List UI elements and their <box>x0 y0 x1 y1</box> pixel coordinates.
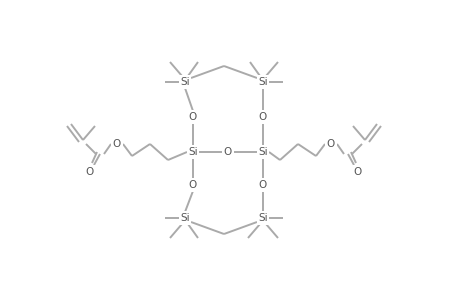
Text: O: O <box>258 112 267 122</box>
Text: Si: Si <box>188 147 197 157</box>
Text: O: O <box>353 167 361 177</box>
Text: Si: Si <box>257 213 267 223</box>
Text: O: O <box>326 139 335 149</box>
Text: Si: Si <box>257 147 267 157</box>
Text: Si: Si <box>180 213 190 223</box>
Text: O: O <box>258 180 267 190</box>
Text: O: O <box>86 167 94 177</box>
Text: Si: Si <box>180 77 190 87</box>
Text: O: O <box>189 180 197 190</box>
Text: O: O <box>189 112 197 122</box>
Text: O: O <box>224 147 232 157</box>
Text: Si: Si <box>257 77 267 87</box>
Text: O: O <box>112 139 121 149</box>
